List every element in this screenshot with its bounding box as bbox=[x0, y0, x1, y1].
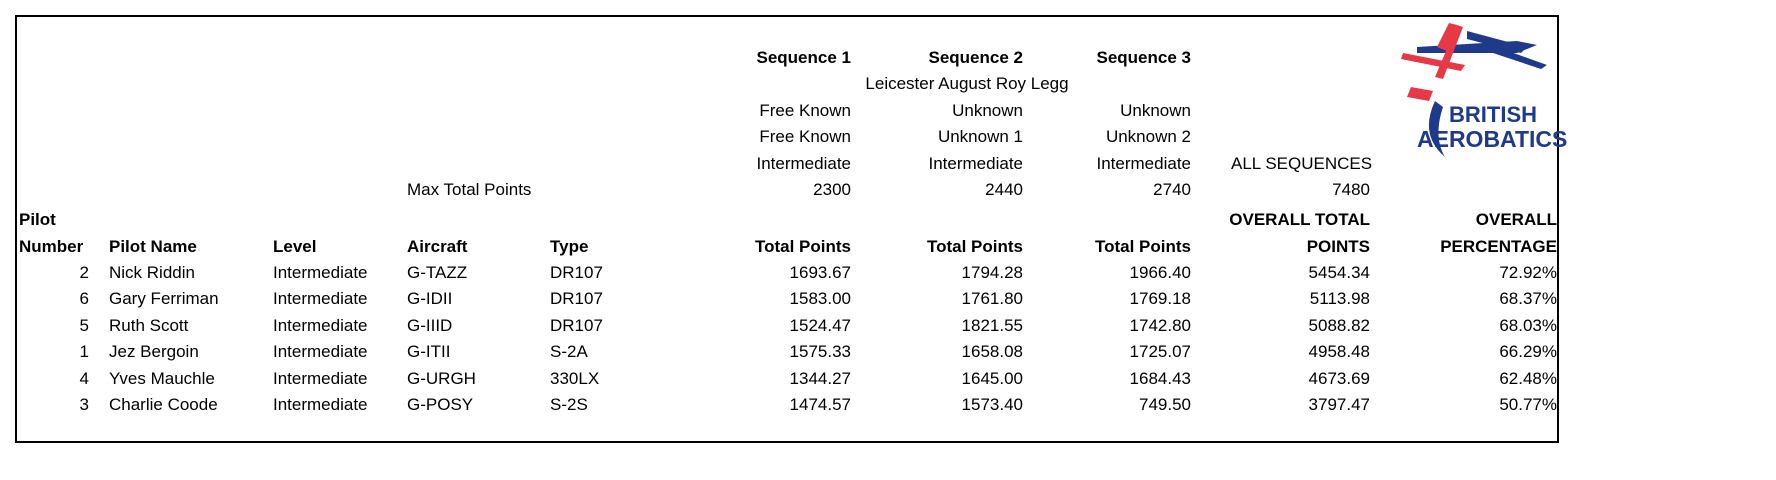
cell-overall-percentage: 68.03% bbox=[1499, 315, 1557, 335]
cell-overall-total: 5454.34 bbox=[1308, 263, 1370, 282]
cell-type: DR107 bbox=[550, 315, 603, 335]
seq2-name: Unknown bbox=[952, 101, 1023, 120]
seq1-name: Free Known bbox=[759, 101, 851, 120]
cell-seq1-points: 1344.27 bbox=[789, 368, 851, 388]
cell-pilot-name: Jez Bergoin bbox=[109, 342, 199, 362]
results-sheet: Sequence 1 Sequence 2 Sequence 3 Leicest… bbox=[15, 15, 1567, 443]
seq3-code: Unknown 2 bbox=[1105, 127, 1191, 146]
seq2-title: Sequence 2 bbox=[928, 48, 1024, 67]
cell-overall-percentage: 72.92% bbox=[1499, 263, 1557, 282]
cell-level: Intermediate bbox=[273, 289, 368, 309]
cell-overall-total: 5088.82 bbox=[1308, 315, 1370, 335]
cell-seq1-points: 1474.57 bbox=[789, 395, 851, 414]
logo-text-british: BRITISH bbox=[1449, 102, 1537, 127]
cell-pilot-name: Yves Mauchle bbox=[109, 368, 215, 388]
cell-overall-total: 5113.98 bbox=[1309, 289, 1370, 309]
cell-seq1-points: 1524.47 bbox=[789, 315, 851, 335]
header-seq1-total: Total Points bbox=[754, 237, 851, 256]
all-sequences-label: ALL SEQUENCES bbox=[1231, 154, 1373, 173]
cell-overall-percentage: 66.29% bbox=[1499, 342, 1557, 362]
header-pilot-name: Pilot Name bbox=[109, 237, 197, 256]
header-seq2-total: Total Points bbox=[926, 237, 1023, 256]
seq3-name: Unknown bbox=[1120, 101, 1191, 120]
header-pilot: Pilot bbox=[19, 210, 56, 229]
logo-text-aerobatics: AEROBATICS bbox=[1417, 126, 1568, 152]
seq1-code: Free Known bbox=[759, 127, 851, 146]
header-overall-pct-2: PERCENTAGE bbox=[1440, 237, 1557, 256]
seq2-max: 2440 bbox=[985, 180, 1023, 199]
cell-overall-total: 3797.47 bbox=[1308, 395, 1370, 414]
cell-seq3-points: 1684.43 bbox=[1129, 368, 1191, 388]
cell-seq3-points: 1966.40 bbox=[1129, 263, 1191, 282]
cell-number: 1 bbox=[79, 342, 89, 362]
header-overall-total-1: OVERALL TOTAL bbox=[1229, 210, 1370, 229]
cell-seq2-points: 1794.28 bbox=[961, 263, 1023, 282]
cell-aircraft: G-POSY bbox=[407, 395, 474, 414]
cell-number: 3 bbox=[79, 395, 89, 414]
cell-pilot-name: Charlie Coode bbox=[109, 395, 218, 414]
header-seq3-total: Total Points bbox=[1094, 237, 1191, 256]
cell-aircraft: G-ITII bbox=[407, 342, 451, 362]
header-number: Number bbox=[19, 237, 84, 256]
cell-level: Intermediate bbox=[273, 368, 368, 388]
cell-type: S-2S bbox=[550, 395, 588, 414]
cell-seq3-points: 1725.07 bbox=[1129, 342, 1191, 362]
cell-overall-total: 4673.69 bbox=[1308, 368, 1370, 388]
cell-level: Intermediate bbox=[273, 395, 368, 414]
cell-aircraft: G-IDII bbox=[407, 289, 453, 309]
cell-seq3-points: 1769.18 bbox=[1129, 289, 1191, 309]
cell-pilot-name: Ruth Scott bbox=[109, 315, 189, 335]
cell-overall-percentage: 62.48% bbox=[1499, 368, 1557, 388]
cell-number: 2 bbox=[79, 263, 89, 282]
cell-type: 330LX bbox=[550, 368, 600, 388]
cell-seq1-points: 1575.33 bbox=[789, 342, 851, 362]
aircraft-logo-icon bbox=[1401, 23, 1547, 157]
header-overall-pct-1: OVERALL bbox=[1475, 210, 1557, 229]
cell-seq3-points: 1742.80 bbox=[1129, 315, 1191, 335]
header-overall-total-2: POINTS bbox=[1306, 237, 1370, 256]
cell-seq2-points: 1761.80 bbox=[961, 289, 1023, 309]
cell-seq3-points: 749.50 bbox=[1139, 395, 1191, 414]
seq1-level: Intermediate bbox=[756, 154, 852, 173]
seq3-title: Sequence 3 bbox=[1096, 48, 1192, 67]
header-type: Type bbox=[550, 237, 589, 256]
cell-aircraft: G-TAZZ bbox=[407, 263, 468, 282]
cell-aircraft: G-IIID bbox=[407, 315, 453, 335]
cell-type: S-2A bbox=[550, 342, 588, 362]
cell-seq2-points: 1658.08 bbox=[961, 342, 1023, 362]
header-aircraft: Aircraft bbox=[407, 237, 468, 256]
cell-pilot-name: Nick Riddin bbox=[109, 263, 195, 282]
cell-type: DR107 bbox=[550, 263, 603, 282]
all-sequences-max: 7480 bbox=[1332, 180, 1370, 199]
cell-seq2-points: 1573.40 bbox=[961, 395, 1023, 414]
cell-type: DR107 bbox=[550, 289, 603, 309]
seq1-max: 2300 bbox=[813, 180, 851, 199]
seq3-max: 2740 bbox=[1153, 180, 1191, 199]
cell-number: 6 bbox=[79, 289, 89, 309]
header-level: Level bbox=[273, 237, 317, 256]
cell-seq1-points: 1693.67 bbox=[789, 263, 851, 282]
cell-level: Intermediate bbox=[273, 263, 368, 282]
cell-aircraft: G-URGH bbox=[407, 368, 476, 388]
cell-number: 5 bbox=[79, 315, 89, 335]
cell-overall-total: 4958.48 bbox=[1308, 342, 1370, 362]
max-total-label: Max Total Points bbox=[407, 180, 532, 199]
cell-seq2-points: 1645.00 bbox=[961, 368, 1023, 388]
seq3-level: Intermediate bbox=[1096, 154, 1192, 173]
cell-overall-percentage: 68.37% bbox=[1499, 289, 1557, 309]
british-aerobatics-logo: BRITISH AEROBATICS bbox=[1397, 17, 1572, 177]
seq1-title: Sequence 1 bbox=[756, 48, 852, 67]
cell-level: Intermediate bbox=[273, 342, 368, 362]
cell-seq1-points: 1583.00 bbox=[789, 289, 851, 309]
seq2-level: Intermediate bbox=[928, 154, 1024, 173]
cell-overall-percentage: 50.77% bbox=[1499, 395, 1557, 414]
cell-level: Intermediate bbox=[273, 315, 368, 335]
seq2-code: Unknown 1 bbox=[937, 127, 1023, 146]
cell-number: 4 bbox=[79, 368, 89, 388]
cell-seq2-points: 1821.55 bbox=[961, 315, 1023, 335]
competition-name: Leicester August Roy Legg bbox=[865, 74, 1069, 93]
cell-pilot-name: Gary Ferriman bbox=[109, 289, 219, 309]
